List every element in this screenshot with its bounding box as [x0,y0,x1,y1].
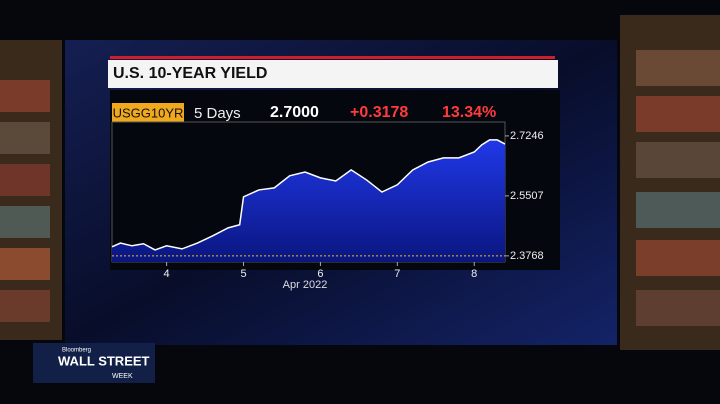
chart-title: U.S. 10-YEAR YIELD [113,65,267,82]
plot: 2.3768 2.5507 2.7246 4 5 6 7 8 [111,130,544,280]
y-tick-label: 2.5507 [510,190,544,202]
bookshelf-left [0,40,62,340]
x-tick-label: 8 [471,268,477,280]
x-tick-label: 4 [164,268,170,280]
logo-box [33,343,155,383]
ticker-badge [112,103,184,123]
change: +0.3178 [350,104,408,121]
area [112,139,505,262]
x-axis-label: Apr 2022 [283,279,328,291]
bookshelf-right [620,15,720,350]
x-tick-label: 5 [240,268,246,280]
y-tick-label: 2.7246 [510,130,544,142]
brand: Bloomberg [62,348,91,354]
line [111,139,506,251]
header-accent [110,56,555,59]
header-band [108,60,558,88]
ticker: USGG10YR [113,105,184,120]
x-tick-label: 6 [317,268,323,280]
x-tick-label: 7 [394,268,400,280]
period: 5 Days [194,105,241,122]
show-sub: WEEK [112,373,133,380]
last-value: 2.7000 [270,104,319,121]
show-name: WALL STREET [58,353,150,368]
change-pct: 13.34% [442,104,496,121]
y-tick-label: 2.3768 [510,250,544,262]
